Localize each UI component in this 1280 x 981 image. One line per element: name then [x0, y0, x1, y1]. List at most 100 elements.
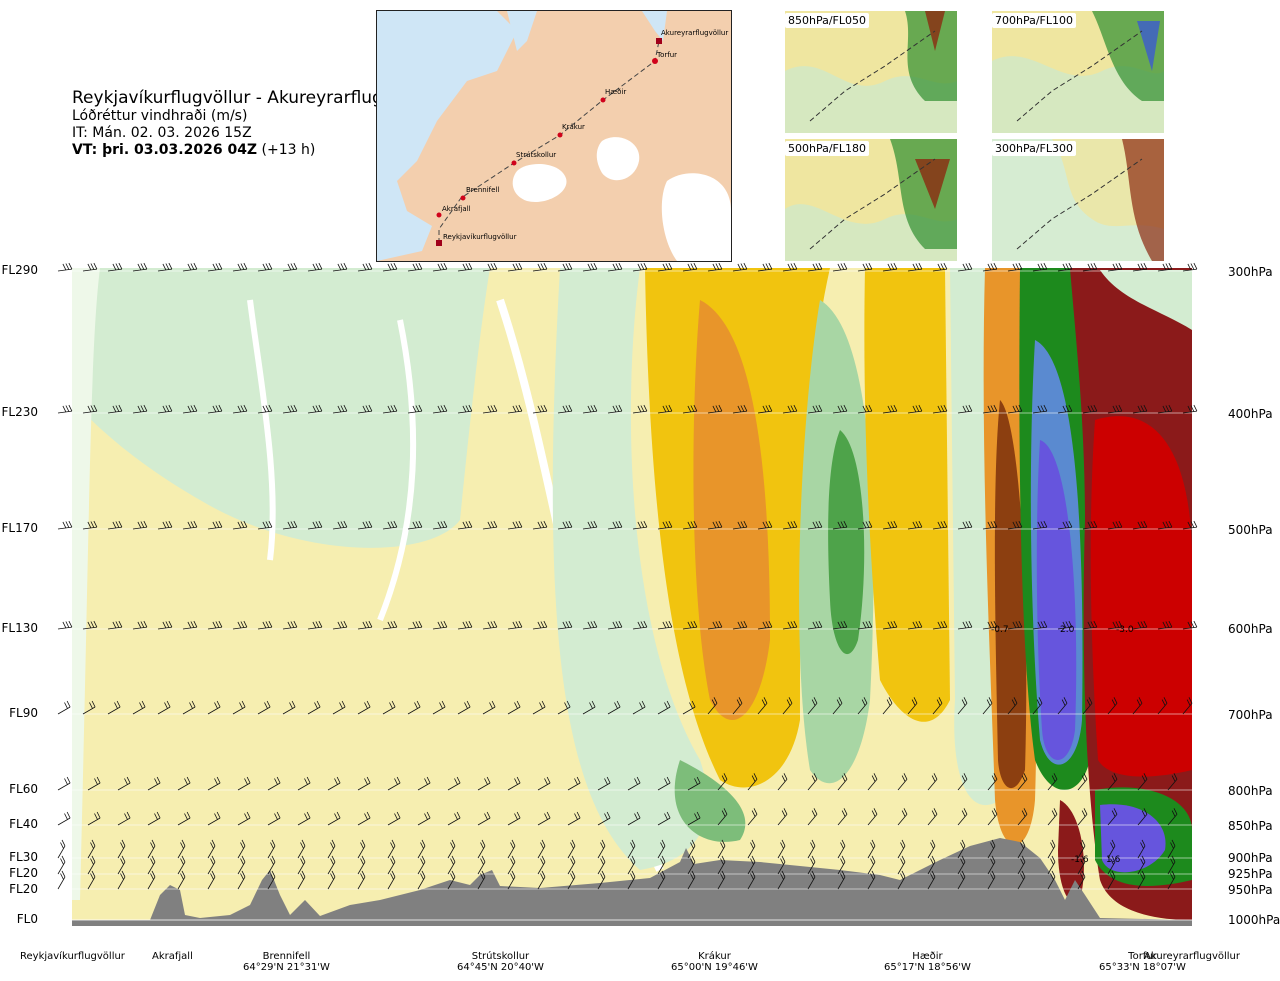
route-point-brennifell	[460, 195, 466, 201]
wind-barb-shaft	[282, 626, 297, 630]
wind-barb-feather	[870, 842, 874, 849]
inset-700[interactable]: 700hPa/FL100	[992, 11, 1164, 133]
wind-barb-feather	[368, 404, 373, 412]
wind-barb-shaft	[332, 410, 347, 414]
wind-barb-feather	[137, 521, 142, 529]
wind-barb-feather	[412, 263, 417, 271]
inset-300[interactable]: 300hPa/FL300	[992, 139, 1164, 261]
wind-barb-feather	[630, 873, 634, 880]
wind-barb-shaft	[132, 526, 147, 530]
wind-barb-shaft	[257, 706, 271, 715]
wind-barb-feather	[454, 778, 458, 785]
wind-barb-feather	[361, 870, 366, 878]
wind-barb-feather	[1040, 621, 1045, 628]
wind-barb-shaft	[707, 703, 718, 715]
wind-barb-feather	[191, 700, 196, 708]
wind-barb-feather	[1170, 842, 1174, 849]
wind-barb-feather	[214, 813, 218, 820]
wind-barb-shaft	[957, 779, 968, 791]
wind-barb-feather	[393, 404, 398, 412]
wind-barb-feather	[366, 776, 371, 784]
wind-barb-feather	[993, 404, 998, 412]
wind-barb-feather	[181, 855, 186, 863]
wind-barb-feather	[562, 521, 567, 529]
wind-barb-feather	[868, 620, 873, 628]
wind-barb-feather	[143, 620, 148, 628]
route-map-svg: Akureyrarflugvöllur Torfur Hæðir Krákur …	[377, 11, 731, 261]
wind-barb-feather	[61, 855, 66, 863]
wind-barb-shaft	[682, 626, 697, 630]
wind-barb-feather	[565, 405, 570, 412]
wind-barb-shaft	[757, 410, 772, 414]
wind-barb-feather	[312, 621, 317, 629]
wind-barb-feather	[318, 262, 323, 270]
wind-barb-feather	[126, 811, 131, 819]
wind-barb-shaft	[417, 861, 426, 875]
wind-barb-feather	[93, 520, 98, 528]
wind-barb-feather	[1113, 697, 1118, 704]
wind-barb-feather	[691, 700, 696, 708]
wind-barb-feather	[1140, 873, 1144, 880]
wind-barb-shaft	[982, 526, 997, 530]
wind-barb-feather	[765, 263, 770, 270]
wind-barb-feather	[287, 263, 292, 271]
wind-barb-feather	[571, 839, 576, 847]
station-name: Brennifell	[262, 951, 311, 962]
wind-barb-feather	[813, 773, 818, 780]
wind-barb-feather	[451, 870, 456, 878]
wind-barb-shaft	[447, 845, 456, 859]
wind-barb-feather	[840, 263, 845, 270]
wind-barb-shaft	[157, 526, 172, 530]
wind-barb-shaft	[282, 526, 297, 530]
wind-barb-feather	[721, 870, 726, 878]
wind-barb-shaft	[1077, 861, 1086, 875]
inset-500[interactable]: 500hPa/FL180	[785, 139, 957, 261]
wind-barb-feather	[1187, 263, 1192, 271]
wind-barb-feather	[931, 839, 936, 847]
wind-barb-feather	[1112, 405, 1117, 413]
wind-barb-feather	[576, 811, 581, 819]
wind-barb-feather	[961, 810, 966, 817]
wind-barb-shaft	[207, 410, 222, 414]
wind-barb-feather	[565, 521, 570, 528]
station-name: Strútskollur	[471, 951, 530, 962]
wind-barb-shaft	[897, 876, 906, 890]
wind-barb-shaft	[297, 861, 306, 875]
wind-barb-feather	[1162, 263, 1167, 271]
wind-barb-feather	[115, 521, 120, 528]
wind-barb-feather	[630, 842, 634, 849]
wind-barb-feather	[266, 700, 271, 708]
wind-barb-feather	[780, 842, 784, 849]
wind-barb-feather	[276, 776, 281, 784]
wind-barb-feather	[931, 775, 936, 782]
wind-barb-feather	[694, 778, 698, 785]
wind-barb-feather	[189, 702, 193, 709]
wind-barb-feather	[180, 858, 184, 865]
wind-barb-feather	[691, 855, 696, 863]
wind-barb-shaft	[657, 526, 672, 530]
wind-barb-feather	[487, 621, 492, 629]
wind-barb-feather	[331, 839, 336, 847]
wind-barb-feather	[1112, 521, 1117, 529]
wind-barb-feather	[511, 839, 516, 847]
wind-barb-shaft	[1132, 526, 1147, 530]
wind-barb-feather	[290, 621, 295, 628]
wind-barb-feather	[168, 520, 173, 528]
wind-barb-feather	[751, 855, 756, 863]
wind-barb-feather	[940, 621, 945, 628]
wind-barb-feather	[665, 521, 670, 528]
wind-barb-feather	[118, 620, 123, 628]
wind-barb-feather	[836, 699, 841, 706]
wind-barb-feather	[424, 778, 428, 785]
wind-barb-feather	[768, 520, 773, 528]
wind-barb-shaft	[557, 410, 572, 414]
wind-barb-feather	[715, 521, 720, 528]
wind-barb-shaft	[87, 861, 96, 875]
wind-barb-shaft	[407, 706, 421, 715]
wind-barb-feather	[762, 521, 767, 529]
wind-barb-shaft	[1107, 703, 1118, 715]
wind-barb-shaft	[557, 268, 572, 272]
wind-barb-feather	[1090, 521, 1095, 528]
inset-850[interactable]: 850hPa/FL050	[785, 11, 957, 133]
wind-barb-feather	[962, 405, 967, 413]
